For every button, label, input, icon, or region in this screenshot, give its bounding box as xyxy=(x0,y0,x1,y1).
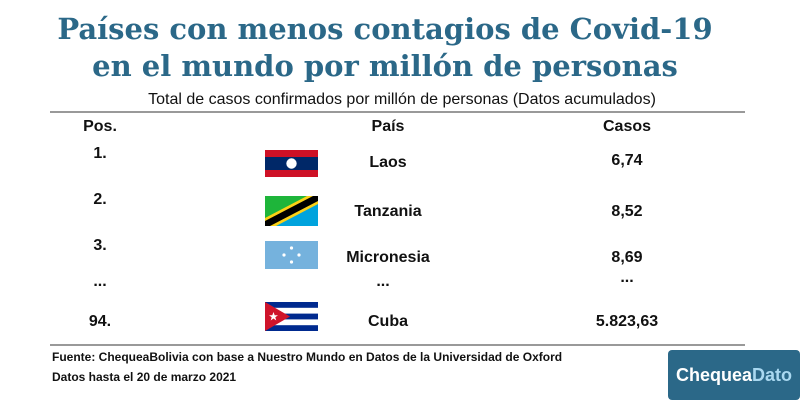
cases: 5.823,63 xyxy=(596,313,658,330)
position: 2. xyxy=(93,191,106,208)
cases: 6,74 xyxy=(611,152,642,169)
title-line: en el mundo por millón de personas xyxy=(92,49,678,83)
country: ... xyxy=(376,273,389,290)
cases: ... xyxy=(620,269,633,286)
footer-line: Datos hasta el 20 de marzo 2021 xyxy=(52,370,236,384)
position: 3. xyxy=(93,237,106,254)
country: Tanzania xyxy=(354,203,421,220)
cases: 8,52 xyxy=(611,203,642,220)
footer-line: Fuente: ChequeaBolivia con base a Nuestr… xyxy=(52,350,562,364)
position: ... xyxy=(93,273,106,290)
logo: ChequeaDato xyxy=(668,350,800,400)
table-body: 1. Laos 6,74 2. Tanzania 8,52 3. Microne… xyxy=(89,145,658,330)
flag-tanzania xyxy=(265,196,318,226)
logo-text: ChequeaDato xyxy=(676,365,792,385)
cases: 8,69 xyxy=(611,249,642,266)
position: 94. xyxy=(89,313,111,330)
flag-laos xyxy=(265,150,318,177)
country: Cuba xyxy=(368,313,408,330)
flag-micronesia xyxy=(265,241,318,269)
title-line: Países con menos contagios de Covid-19 xyxy=(57,12,712,46)
country: Laos xyxy=(369,154,406,171)
logo-part: Dato xyxy=(752,365,792,385)
column-header: Pos. xyxy=(83,118,117,135)
logo-part: Chequea xyxy=(676,365,753,385)
column-header: País xyxy=(372,118,405,135)
position: 1. xyxy=(93,145,106,162)
country: Micronesia xyxy=(346,249,430,266)
flag-cuba xyxy=(265,302,318,331)
subtitle: Total de casos confirmados por millón de… xyxy=(148,91,656,108)
column-header: Casos xyxy=(603,118,651,135)
